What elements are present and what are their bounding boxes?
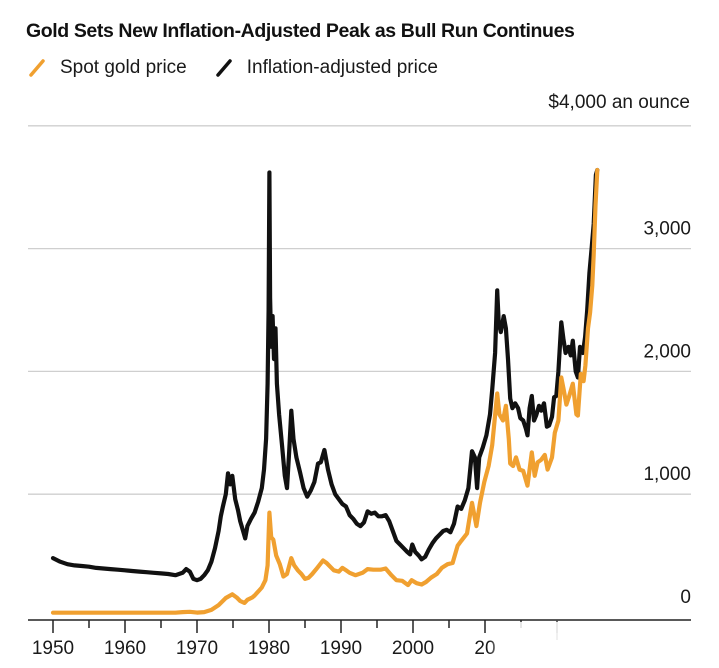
- x-tick-label-1980: 1980: [248, 638, 290, 659]
- y-tick-label-0: 0: [680, 587, 691, 608]
- legend-item-inflation-adjusted: Inflation-adjusted price: [213, 57, 438, 79]
- series-lines: [50, 167, 600, 615]
- legend-label-spot-gold: Spot gold price: [60, 57, 187, 78]
- y-tick-label-3000: 3,000: [643, 219, 691, 240]
- series-line-inflation-adjusted: [50, 167, 600, 583]
- chart-title: Gold Sets New Inflation-Adjusted Peak as…: [26, 20, 575, 42]
- y-tick-label-1000: 1,000: [643, 464, 691, 485]
- x-tick-label-1970: 1970: [176, 638, 218, 659]
- legend: Spot gold price Inflation-adjusted price: [26, 57, 464, 79]
- x-tick-label-2000: 2000: [392, 638, 434, 659]
- y-axis-unit-label: $4,000 an ounce: [548, 92, 690, 113]
- legend-swatch-inflation-adjusted-icon: [216, 59, 232, 77]
- x-tick-label-1950: 1950: [32, 638, 74, 659]
- legend-label-inflation-adjusted: Inflation-adjusted price: [246, 57, 438, 78]
- y-tick-label-2000: 2,000: [643, 341, 691, 362]
- x-axis-faded-overlay: [488, 622, 618, 668]
- legend-item-spot-gold: Spot gold price: [26, 57, 187, 79]
- series-line-spot-gold: [50, 167, 600, 615]
- y-axis-tick-labels: 0 1,000 2,000 3,000: [643, 219, 691, 608]
- x-tick-label-1960: 1960: [104, 638, 146, 659]
- legend-swatch-spot-gold-icon: [29, 59, 45, 77]
- x-axis: 1950 1960 1970 1980 1990 2000 20: [28, 619, 691, 659]
- gridlines: [28, 125, 691, 495]
- x-tick-label-1990: 1990: [320, 638, 362, 659]
